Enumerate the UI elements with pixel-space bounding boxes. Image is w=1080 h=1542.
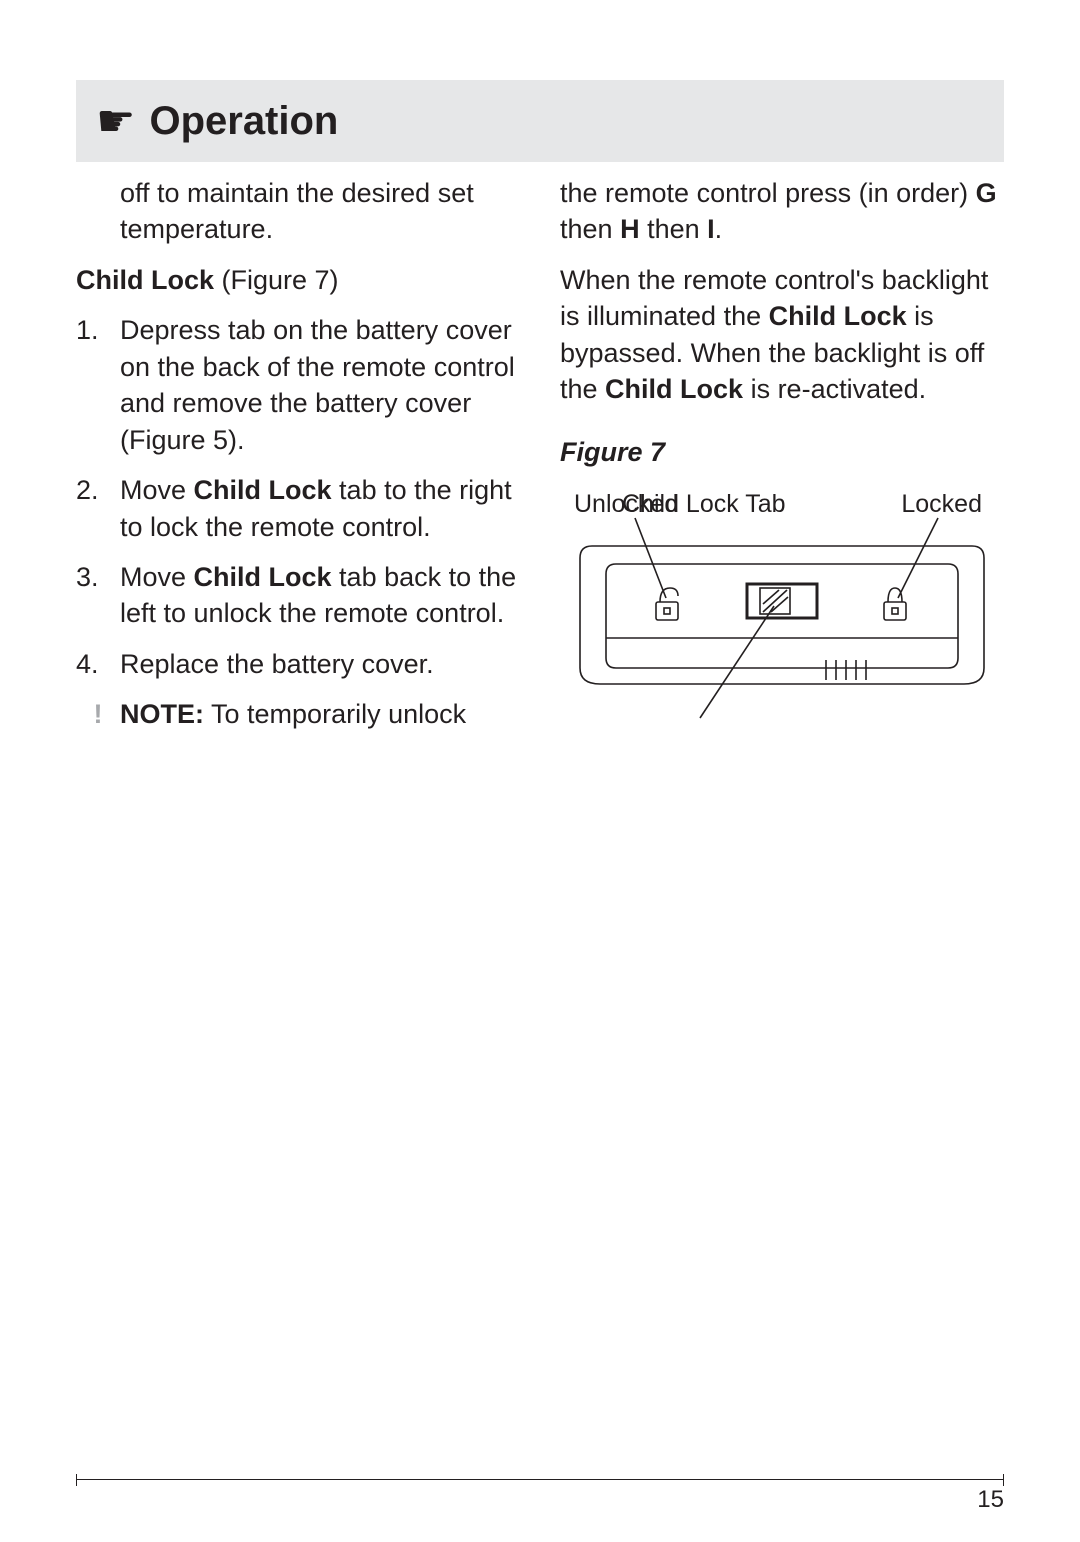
pointing-hand-icon: ☛: [96, 96, 135, 147]
footer-tick-left: [76, 1474, 77, 1486]
page-number: 15: [977, 1486, 1004, 1514]
footer-rule: [76, 1479, 1004, 1480]
exclaim-icon: !: [76, 696, 120, 732]
step-num: 3.: [76, 559, 120, 632]
step-text: Move Child Lock tab back to the left to …: [120, 559, 520, 632]
child-lock-heading: Child Lock (Figure 7): [76, 262, 520, 298]
figure-7: Unlocked Locked Child Lock Tab: [560, 488, 1004, 768]
step-num: 2.: [76, 472, 120, 545]
step-num: 1.: [76, 312, 120, 458]
note-text: NOTE: To temporarily unlock: [120, 696, 520, 732]
right-column: the remote control press (in order) G th…: [560, 175, 1004, 768]
step-text: Move Child Lock tab to the right to lock…: [120, 472, 520, 545]
left-column: off to maintain the desired set temperat…: [76, 175, 520, 768]
section-title: Operation: [149, 99, 338, 144]
step-text: Depress tab on the battery cover on the …: [120, 312, 520, 458]
step-text: Replace the battery cover.: [120, 646, 520, 682]
step-num: 4.: [76, 646, 120, 682]
child-lock-heading-bold: Child Lock: [76, 265, 214, 295]
footer-tick-right: [1003, 1474, 1004, 1486]
step-3: 3. Move Child Lock tab back to the left …: [76, 559, 520, 632]
right-para-2: When the remote control's backlight is i…: [560, 262, 1004, 408]
steps-list: 1. Depress tab on the battery cover on t…: [76, 312, 520, 682]
right-para-1: the remote control press (in order) G th…: [560, 175, 1004, 248]
section-header: ☛ Operation: [76, 80, 1004, 162]
child-lock-heading-rest: (Figure 7): [214, 265, 339, 295]
step-2: 2. Move Child Lock tab to the right to l…: [76, 472, 520, 545]
figure-svg: [560, 488, 1004, 768]
figure-caption: Figure 7: [560, 434, 1004, 470]
step-1: 1. Depress tab on the battery cover on t…: [76, 312, 520, 458]
intro-paragraph: off to maintain the desired set temperat…: [76, 175, 520, 248]
note-row: ! NOTE: To temporarily unlock: [76, 696, 520, 732]
step-4: 4. Replace the battery cover.: [76, 646, 520, 682]
